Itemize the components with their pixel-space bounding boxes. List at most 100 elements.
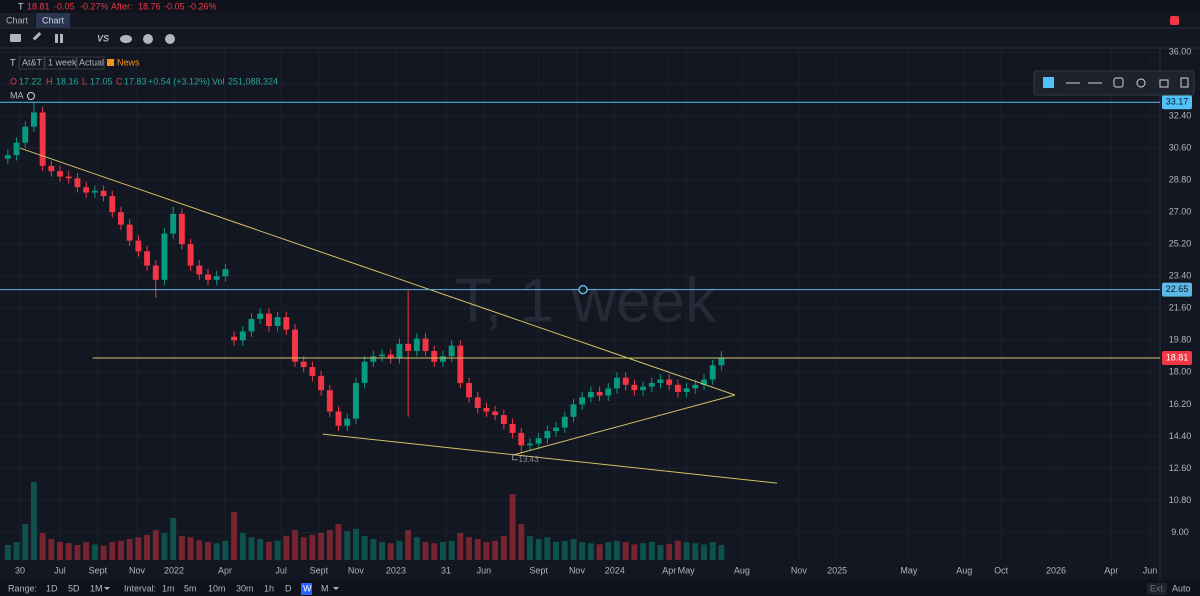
range-button[interactable]: 1D	[46, 583, 58, 593]
tool-icon[interactable]	[165, 34, 175, 44]
ext-button[interactable]: Ext.	[1150, 583, 1166, 593]
x-tick-label: Sept	[89, 565, 108, 575]
tool-icon[interactable]	[1113, 77, 1124, 88]
interval-button[interactable]: 30m	[236, 583, 254, 593]
volume-bar	[170, 518, 177, 560]
grid-layer	[0, 48, 1200, 580]
volume-bar	[527, 536, 533, 560]
interval-button[interactable]: 10m	[208, 583, 226, 593]
volume-bar	[74, 545, 81, 560]
volume-bar	[535, 539, 542, 560]
candle-body	[535, 438, 542, 444]
level-tag	[1162, 95, 1192, 110]
tool-icon[interactable]	[10, 34, 21, 42]
interval-button[interactable]: 1m	[162, 583, 175, 593]
interval-button[interactable]: 1h	[264, 583, 274, 593]
volume-bar	[161, 533, 168, 560]
trendline	[512, 394, 736, 456]
candle-body	[648, 383, 655, 387]
y-tick-label: 9.00	[1171, 527, 1189, 537]
news-icon[interactable]	[107, 59, 114, 66]
toolbar: VS	[10, 32, 175, 44]
volume-bar	[439, 542, 446, 560]
interval-button[interactable]: W	[303, 583, 312, 593]
tab-label: Chart	[6, 15, 29, 25]
after-pct: -0.26%	[188, 1, 217, 11]
range-button[interactable]: 1M	[90, 583, 103, 593]
volume-bar	[683, 542, 690, 560]
x-tick-label: Sept	[310, 565, 329, 575]
volume-bar	[65, 543, 72, 560]
y-tick-label: 19.80	[1169, 335, 1192, 345]
auto-button[interactable]: Auto	[1172, 583, 1191, 593]
delete-icon[interactable]	[1180, 77, 1189, 88]
legend-news[interactable]: News	[117, 57, 140, 67]
candle-body	[413, 338, 420, 351]
tool-icon[interactable]	[55, 34, 58, 43]
candle-body	[692, 384, 699, 389]
interval-label: Interval:	[124, 583, 156, 593]
volume-bar	[196, 540, 203, 560]
volume-bar	[657, 545, 664, 560]
ohlc-label: C	[116, 76, 123, 86]
volume-bar	[466, 537, 473, 560]
range-label: Range:	[8, 583, 37, 593]
x-tick-label: 31	[441, 565, 451, 575]
vol-label: Vol	[212, 76, 225, 86]
tool-label[interactable]: VS	[97, 33, 109, 43]
volume-bar	[205, 542, 211, 560]
candle-body	[4, 155, 11, 159]
volume-bar	[283, 536, 290, 560]
tab[interactable]	[0, 13, 34, 28]
volume-bar	[622, 542, 629, 560]
volume-bar	[213, 543, 220, 560]
trendline	[19, 147, 736, 396]
candle-body	[683, 388, 690, 392]
interval-button[interactable]: 5m	[184, 583, 197, 593]
x-tick-label: Jul	[54, 565, 66, 575]
tab-active[interactable]	[36, 13, 70, 28]
candle-body	[466, 383, 473, 398]
candle-body	[135, 240, 142, 252]
lock-icon[interactable]	[1159, 79, 1169, 88]
x-tick-label: Nov	[129, 565, 146, 575]
interval-button[interactable]: D	[285, 583, 292, 593]
ext-box	[1147, 583, 1167, 595]
interval-button[interactable]: M	[321, 583, 329, 593]
volume-bar	[448, 540, 455, 560]
candle-body	[231, 336, 238, 341]
x-tick-label: Nov	[791, 565, 808, 575]
candle-body	[187, 244, 194, 266]
candle-body	[239, 331, 246, 341]
candle-body	[379, 354, 385, 357]
legend-mode: Actual	[79, 57, 104, 67]
candle-body	[109, 196, 116, 213]
status-bar	[0, 0, 1200, 13]
color-swatch[interactable]	[1043, 77, 1054, 88]
candle-body	[152, 265, 159, 280]
volume-bar	[570, 539, 577, 560]
candle-body	[570, 404, 577, 417]
tool-icon[interactable]	[60, 34, 63, 43]
y-tick-label: 14.40	[1169, 431, 1192, 441]
tool-icon[interactable]	[32, 32, 42, 41]
y-tick-label: 23.40	[1169, 271, 1192, 281]
volume-bar	[405, 530, 412, 560]
volume-bar	[579, 542, 586, 560]
volume-bar	[422, 542, 429, 560]
volume-bar	[431, 543, 438, 560]
x-tick-label: 2022	[164, 565, 184, 575]
tool-icon[interactable]	[120, 35, 132, 43]
tool-icon[interactable]	[143, 34, 153, 44]
volume-bar	[587, 543, 594, 560]
range-button[interactable]: 5D	[68, 583, 80, 593]
candle-body	[701, 379, 707, 385]
volume-bar	[187, 537, 194, 560]
hide-icon[interactable]	[27, 92, 35, 100]
y-tick-label: 30.60	[1169, 142, 1192, 152]
alert-icon[interactable]	[1170, 16, 1179, 25]
x-tick-label: 30	[15, 565, 25, 575]
settings-icon[interactable]	[1136, 78, 1146, 88]
candle-body	[674, 384, 681, 392]
